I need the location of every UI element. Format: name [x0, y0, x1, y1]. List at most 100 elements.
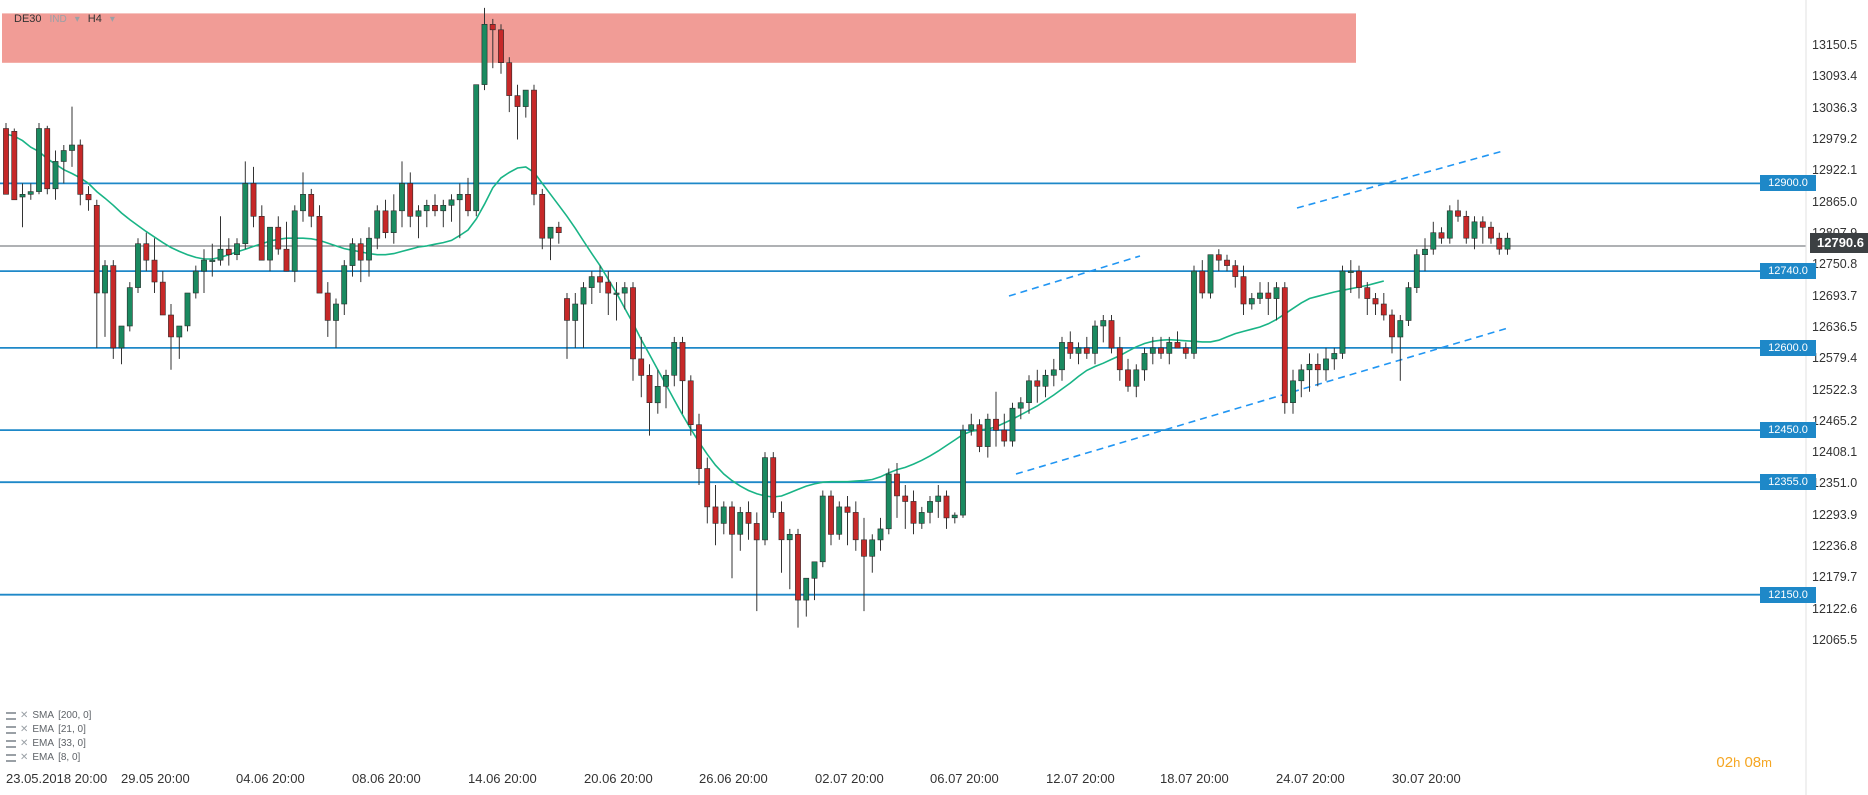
chevron-down-icon[interactable]: ▾ [109, 13, 115, 25]
close-icon[interactable]: ✕ [20, 710, 29, 721]
candle [19, 183, 26, 228]
candle [960, 424, 966, 518]
symbol-label[interactable]: DE30 [14, 13, 42, 25]
indicator-params: [200, 0] [58, 710, 92, 721]
candle-body-bull [1009, 407, 1016, 442]
candle [126, 282, 133, 332]
indicator-name: EMA [32, 738, 55, 749]
indicator-settings-icon[interactable] [6, 712, 16, 720]
candle-body-bull [1248, 298, 1255, 305]
candle [341, 260, 348, 315]
candle-body-bear [1281, 287, 1288, 404]
candle-body-bull [126, 287, 133, 327]
candle [184, 292, 191, 332]
candle [927, 496, 933, 524]
candle-body-bull [1257, 292, 1263, 299]
candle-body-bull [762, 457, 768, 541]
timeframe-label[interactable]: H4 [87, 13, 102, 25]
candle [976, 419, 983, 453]
candle [506, 57, 513, 113]
y-axis[interactable]: 13150.5 13093.4 13036.3 12979.2 12922.1 12865… [1806, 0, 1868, 795]
candle [852, 501, 859, 551]
candle-body-bear [1356, 270, 1362, 288]
close-icon[interactable]: ✕ [20, 724, 29, 735]
candle [1199, 260, 1206, 299]
candle [762, 452, 768, 546]
candle-body-bull [819, 495, 826, 563]
candle [1100, 315, 1107, 343]
candle [349, 238, 356, 277]
candle-body-bear [531, 89, 537, 195]
candle [1356, 265, 1362, 299]
candle-body-bear [382, 210, 389, 234]
candle-body-bull [671, 342, 678, 376]
candle-body-bull [1149, 347, 1156, 354]
y-tick-label: 12065.5 [1812, 633, 1858, 647]
candle [737, 506, 744, 551]
candle [605, 271, 612, 315]
y-tick-label: 12522.3 [1812, 382, 1858, 397]
candle-body-bull [663, 374, 669, 387]
candle [316, 205, 323, 294]
indicator-row[interactable]: ✕ EMA [8, 0] [6, 751, 91, 765]
candle-body-bull [1298, 369, 1305, 382]
candle [877, 517, 884, 551]
chevron-down-icon[interactable]: ▾ [74, 13, 80, 25]
candle-body-bull [440, 205, 447, 212]
close-icon[interactable]: ✕ [20, 738, 29, 749]
candle-body-bear [465, 194, 471, 212]
candle [366, 227, 372, 277]
candle-body-bear [902, 495, 909, 502]
candle-body-bull [60, 150, 67, 162]
indicator-row[interactable]: ✕ EMA [21, 0] [6, 723, 91, 737]
current-price-label: 12790.6 [1810, 233, 1868, 254]
candle-body-bull [1422, 248, 1428, 255]
x-tick-label: 24.07 20:00 [1276, 771, 1345, 786]
indicator-row[interactable]: ✕ EMA [33, 0] [6, 737, 91, 751]
candle [143, 232, 150, 272]
candle [1306, 353, 1313, 392]
candle [786, 528, 793, 590]
y-tick-label: 12693.7 [1812, 288, 1858, 303]
candle [1009, 402, 1016, 447]
candle-body-bear [1224, 259, 1230, 266]
candle [1397, 315, 1404, 381]
candle [1413, 249, 1420, 293]
level-label: 12355.0 [1760, 474, 1816, 491]
candle-body-bear [1199, 270, 1206, 294]
candle-body-bear [687, 380, 694, 425]
candle-body-bear [11, 131, 18, 201]
candle-body-bull [52, 161, 59, 190]
candle-body-bear [1364, 287, 1371, 299]
candle [1083, 336, 1090, 359]
candle [283, 221, 290, 272]
indicator-settings-icon[interactable] [6, 740, 16, 748]
candle-body-bear [506, 62, 513, 96]
candle-body-bear [85, 194, 92, 201]
candle-body-bull [19, 194, 26, 198]
candle [1092, 320, 1098, 365]
indicator-row[interactable]: ✕ SMA [200, 0] [6, 709, 91, 723]
indicator-settings-icon[interactable] [6, 726, 16, 734]
candle [1496, 232, 1503, 255]
indicator-name: EMA [32, 752, 55, 763]
candle [1257, 282, 1263, 304]
candle [1298, 364, 1305, 398]
candle [481, 7, 488, 91]
candle-body-bull [984, 418, 991, 447]
candle [621, 282, 628, 310]
candle [1166, 336, 1173, 365]
candle-body-bull [135, 243, 141, 288]
candle-body-bear [1496, 237, 1503, 250]
candle [630, 282, 636, 381]
candle [27, 183, 34, 200]
x-tick-label: 08.06 20:00 [352, 771, 421, 786]
candle [3, 123, 9, 195]
indicator-settings-icon[interactable] [6, 754, 16, 762]
close-icon[interactable]: ✕ [20, 752, 29, 763]
candle [638, 336, 645, 398]
candle [943, 490, 950, 529]
candle [869, 534, 876, 573]
candle-body-bull [242, 183, 249, 244]
